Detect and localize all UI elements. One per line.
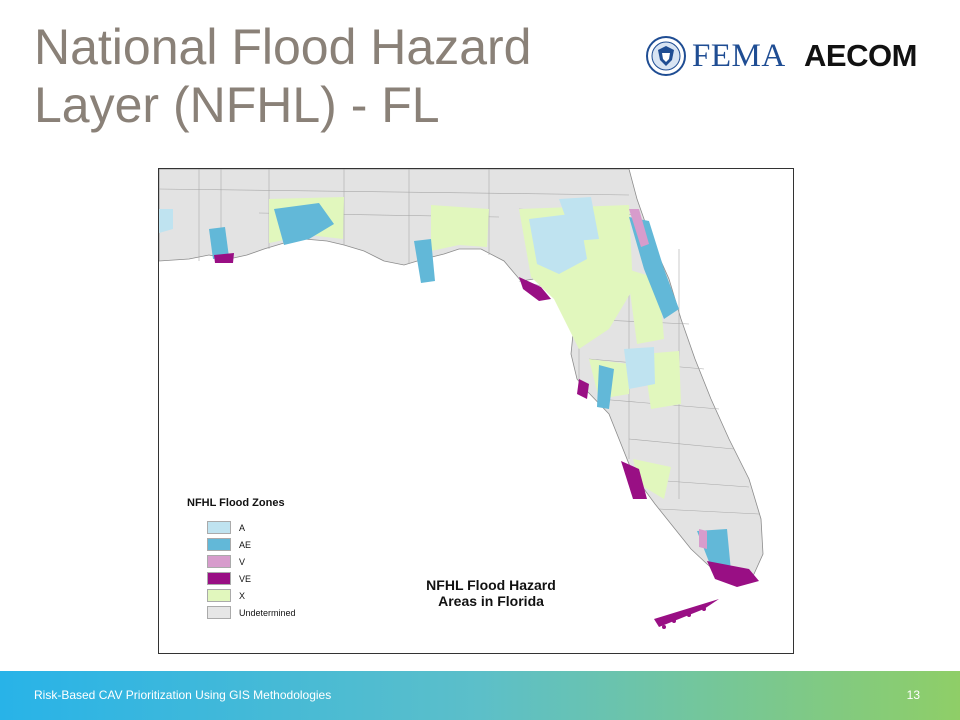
legend-swatch [207, 538, 231, 551]
legend-label: X [239, 590, 246, 601]
footer-text: Risk-Based CAV Prioritization Using GIS … [34, 688, 332, 702]
legend-swatch [207, 521, 231, 534]
legend-label: A [239, 522, 246, 533]
legend-label: V [239, 556, 246, 567]
florida-keys [662, 607, 706, 629]
legend-swatch [207, 606, 231, 619]
legend-swatch [207, 555, 231, 568]
flood-map: NFHL Flood Zones A AE V VE X Undetermine… [158, 168, 794, 654]
legend-item-a: A [187, 519, 347, 536]
logo-row: FEMA AECOM [640, 32, 930, 82]
map-caption: NFHL Flood Hazard Areas in Florida [391, 577, 591, 609]
legend-item-ve: VE [187, 570, 347, 587]
florida-map-graphic [159, 169, 764, 629]
legend-title: NFHL Flood Zones [187, 497, 285, 509]
page-number: 13 [906, 688, 920, 702]
legend-swatch [207, 589, 231, 602]
legend-item-x: X [187, 587, 347, 604]
map-caption-line-1: NFHL Flood Hazard [426, 577, 556, 593]
legend-item-undetermined: Undetermined [187, 604, 347, 621]
aecom-logo-text: AECOM [804, 38, 917, 73]
legend-item-ae: AE [187, 536, 347, 553]
zone-ve-areas [214, 253, 759, 627]
legend-item-v: V [187, 553, 347, 570]
title-line-2: Layer (NFHL) - FL [34, 77, 440, 133]
zone-v-areas [629, 209, 707, 549]
zone-a-areas [159, 197, 655, 389]
title-line-1: National Flood Hazard [34, 19, 532, 75]
slide-title: National Flood Hazard Layer (NFHL) - FL [34, 18, 634, 134]
legend-label: Undetermined [239, 607, 296, 618]
legend-label: VE [239, 573, 252, 584]
map-caption-line-2: Areas in Florida [438, 593, 544, 609]
slide-footer: Risk-Based CAV Prioritization Using GIS … [0, 671, 960, 720]
fema-logo-text: FEMA [692, 38, 786, 74]
legend-label: AE [239, 539, 252, 550]
legend-swatch [207, 572, 231, 585]
dhs-seal-icon [646, 36, 686, 76]
map-legend: NFHL Flood Zones A AE V VE X Undetermine… [187, 497, 347, 621]
zone-ae-areas [209, 203, 731, 571]
